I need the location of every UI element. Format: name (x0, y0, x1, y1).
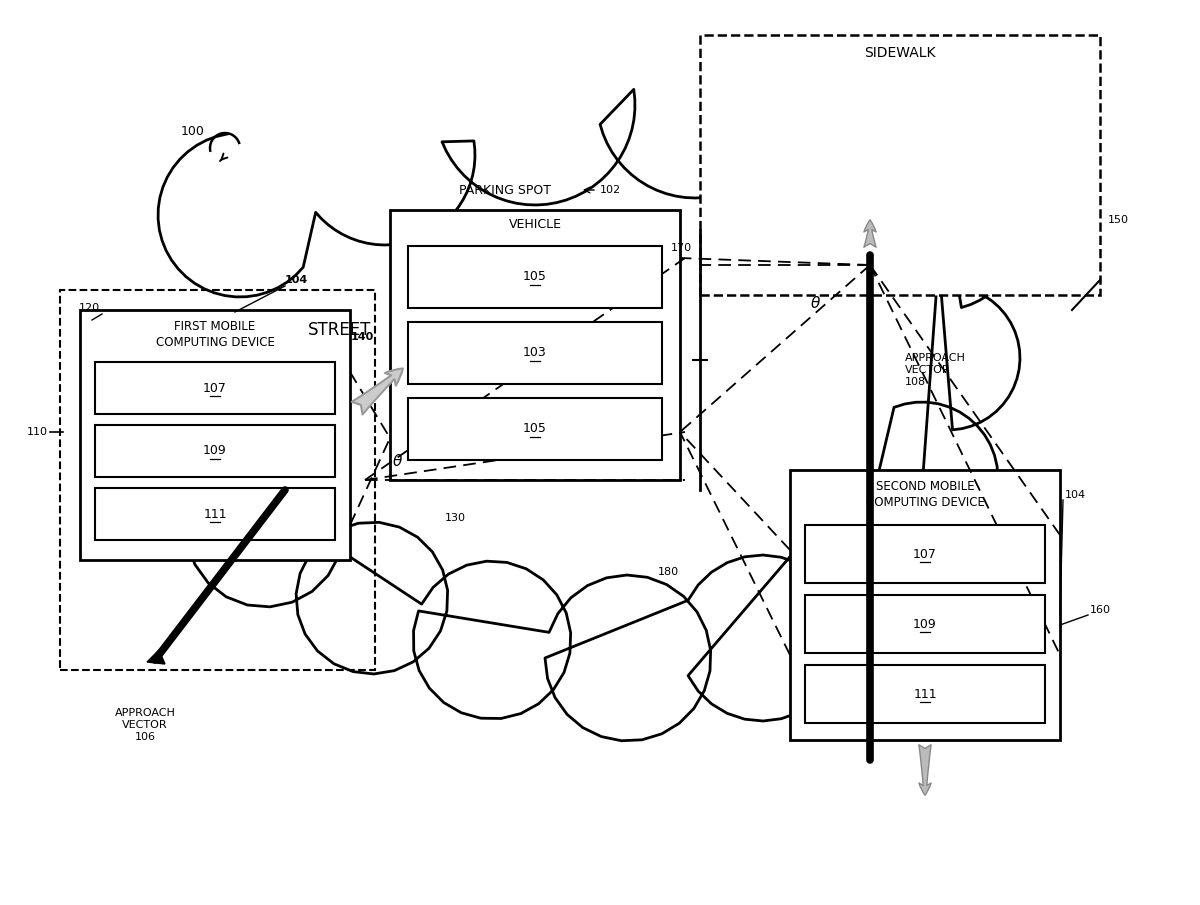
Text: 111: 111 (913, 688, 937, 700)
Text: 130: 130 (444, 513, 466, 523)
Bar (790, 470, 1060, 740)
Text: 160: 160 (1090, 605, 1111, 615)
Text: 100: 100 (181, 126, 205, 138)
Text: APPROACH
VECTOR
106: APPROACH VECTOR 106 (114, 709, 175, 741)
Text: 110: 110 (28, 427, 48, 437)
Text: θ: θ (810, 296, 820, 310)
Text: 180: 180 (658, 567, 678, 577)
Text: COMPUTING DEVICE: COMPUTING DEVICE (865, 497, 984, 510)
Text: VEHICLE: VEHICLE (509, 218, 562, 232)
Text: 103: 103 (523, 347, 547, 359)
Text: θ: θ (392, 454, 402, 470)
Text: 104: 104 (1066, 490, 1086, 500)
Bar (805, 525, 1045, 583)
Polygon shape (148, 650, 166, 664)
Text: 111: 111 (203, 508, 227, 520)
Bar (408, 322, 662, 384)
Bar (390, 210, 680, 480)
Text: 109: 109 (913, 617, 937, 631)
Text: FIRST MOBILE: FIRST MOBILE (174, 320, 256, 334)
Bar (408, 398, 662, 460)
Text: 107: 107 (203, 382, 227, 395)
Text: 140: 140 (350, 332, 373, 342)
Text: 104: 104 (284, 275, 307, 285)
Text: SECOND MOBILE: SECOND MOBILE (876, 481, 974, 493)
Text: 150: 150 (1108, 215, 1129, 225)
Text: 170: 170 (671, 243, 692, 253)
Bar (95, 488, 335, 540)
Polygon shape (106, 90, 1020, 741)
Text: STREET: STREET (308, 321, 372, 339)
Text: APPROACH
VECTOR
108: APPROACH VECTOR 108 (905, 353, 966, 386)
Bar (700, 35, 1100, 295)
Bar (805, 595, 1045, 653)
Text: SIDEWALK: SIDEWALK (864, 46, 936, 60)
Bar (95, 425, 335, 477)
Text: 120: 120 (79, 303, 100, 313)
Text: 109: 109 (203, 444, 227, 458)
Bar (805, 665, 1045, 723)
Text: 102: 102 (600, 185, 622, 195)
Bar (60, 290, 374, 670)
Bar (80, 310, 350, 560)
Text: 105: 105 (523, 271, 547, 283)
Bar (408, 246, 662, 308)
Text: 107: 107 (913, 548, 937, 560)
Text: 105: 105 (523, 423, 547, 435)
Text: PARKING SPOT: PARKING SPOT (458, 184, 551, 196)
Text: COMPUTING DEVICE: COMPUTING DEVICE (156, 337, 275, 349)
Bar (95, 362, 335, 414)
